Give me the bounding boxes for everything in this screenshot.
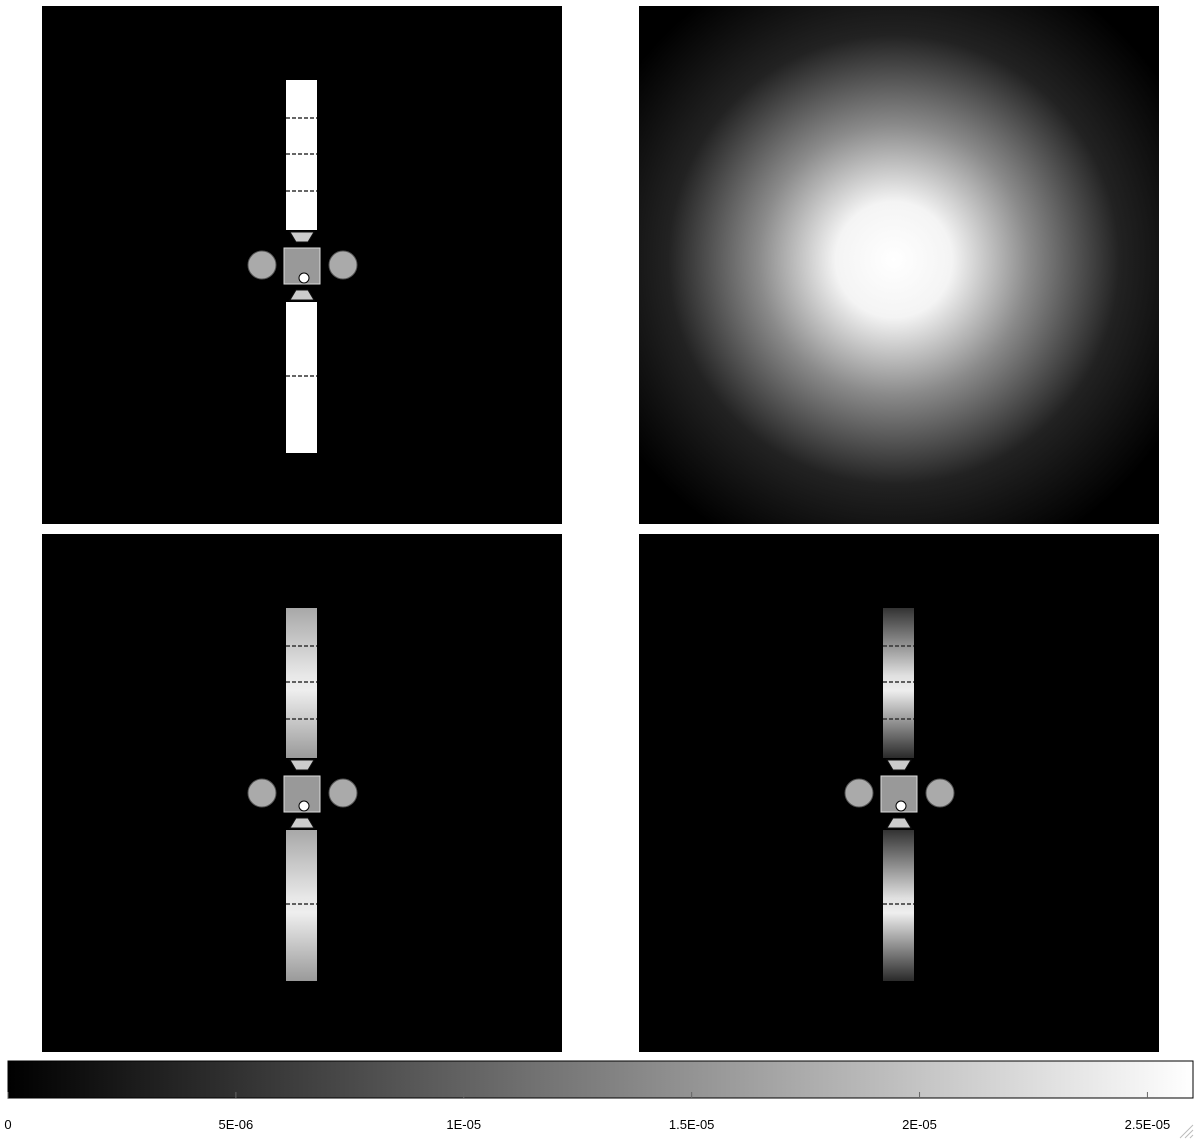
colorbar-tick-label: 1E-05 — [446, 1117, 481, 1132]
resize-grip[interactable] — [1179, 1124, 1194, 1139]
colorbar-tick-label: 2.5E-05 — [1125, 1117, 1171, 1132]
colorbar-tick-label: 2E-05 — [902, 1117, 937, 1132]
colorbar — [7, 1060, 1194, 1099]
colorbar-tick-label: 5E-06 — [219, 1117, 254, 1132]
colorbar-tick-label: 1.5E-05 — [669, 1117, 715, 1132]
panel-bottom-right — [639, 534, 1159, 1052]
panel-top-left — [42, 6, 562, 524]
panel-top-right — [639, 6, 1159, 524]
colorbar-tick-label: 0 — [4, 1117, 11, 1132]
panel-bottom-left — [42, 534, 562, 1052]
